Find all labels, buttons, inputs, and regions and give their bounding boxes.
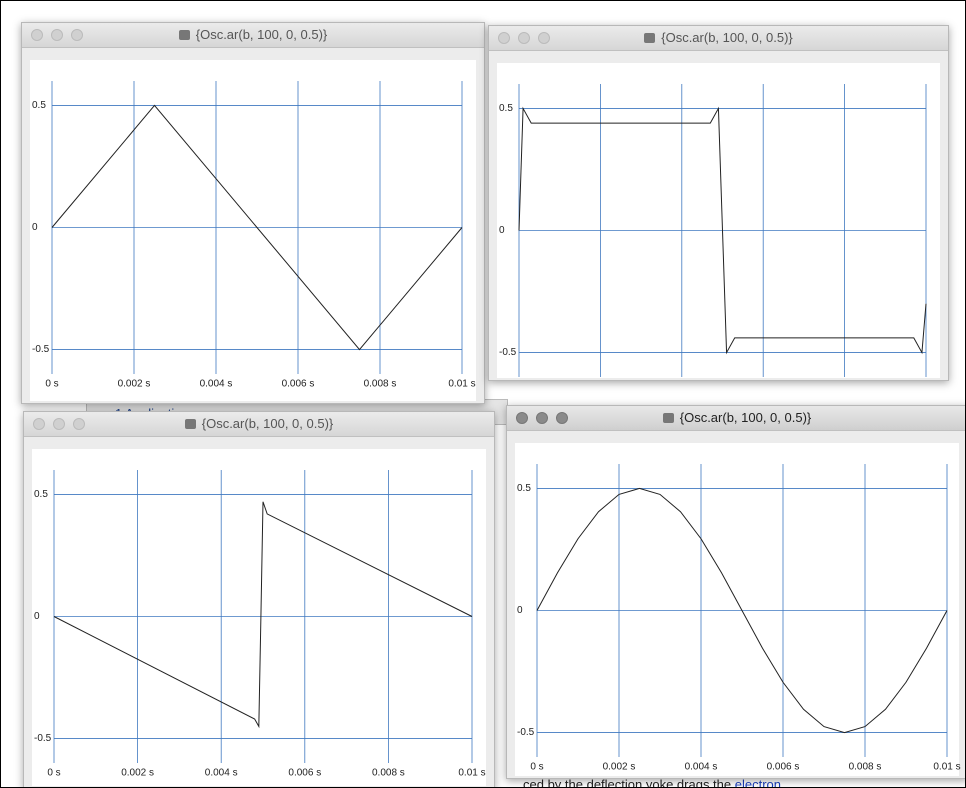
window-button[interactable] <box>536 412 548 424</box>
x-tick-label: 0.008 s <box>364 379 397 390</box>
x-tick-label: 0 s <box>47 768 60 779</box>
y-tick-label: 0 <box>499 225 505 236</box>
plot: 0 s 0.002 s 0.004 s 0.006 s 0.008 s 0.01 s -0.… <box>22 48 484 403</box>
x-tick-label: 0 s <box>45 379 58 390</box>
y-tick-label: 0 <box>32 222 38 233</box>
x-tick-label: 0.002 s <box>603 762 636 773</box>
window-title: {Osc.ar(b, 100, 0, 0.5)} <box>196 27 328 42</box>
desktop: 1 Applications ced by the deflection yok… <box>0 0 966 788</box>
plot: 0 s 0.002 s 0.004 s 0.006 s 0.008 s 0.01 s -0.… <box>507 431 966 778</box>
title-bar: {Osc.ar(b, 100, 0, 0.5)} <box>24 412 494 437</box>
window-button[interactable] <box>53 418 65 430</box>
y-tick-label: 0.5 <box>499 103 513 114</box>
window-icon <box>179 30 190 40</box>
x-tick-label: 0.006 s <box>767 762 800 773</box>
plot: 0 s0.002 s0.004 s0.006 s0.008 s0.01 s-0.… <box>489 51 948 380</box>
y-tick-label: -0.5 <box>32 344 50 355</box>
window-button[interactable] <box>556 412 568 424</box>
y-tick-label: 0.5 <box>517 483 531 494</box>
window-title: {Osc.ar(b, 100, 0, 0.5)} <box>661 30 793 45</box>
x-tick-label: 0.01 s <box>448 379 475 390</box>
x-tick-label: 0 s <box>530 762 543 773</box>
x-tick-label: 0.008 s <box>849 762 882 773</box>
x-tick-label: 0.006 s <box>288 768 321 779</box>
y-tick-label: -0.5 <box>517 727 535 738</box>
window-button[interactable] <box>31 29 43 41</box>
window-button[interactable] <box>538 32 550 44</box>
window-button[interactable] <box>498 32 510 44</box>
window-button[interactable] <box>51 29 63 41</box>
x-tick-label: 0.002 s <box>118 379 151 390</box>
plot-window: {Osc.ar(b, 100, 0, 0.5)} 0 s 0.002 s 0.004 … <box>506 405 966 779</box>
window-icon <box>644 33 655 43</box>
window-title: {Osc.ar(b, 100, 0, 0.5)} <box>202 416 334 431</box>
title-bar: {Osc.ar(b, 100, 0, 0.5)} <box>22 23 484 48</box>
y-tick-label: -0.5 <box>34 733 52 744</box>
window-button[interactable] <box>71 29 83 41</box>
y-tick-label: 0 <box>34 611 40 622</box>
plot-window: {Osc.ar(b, 100, 0, 0.5)} 0 s 0.002 s 0.004 … <box>21 22 485 404</box>
x-tick-label: 0.004 s <box>685 762 718 773</box>
plot-background <box>32 449 486 786</box>
x-tick-label: 0.006 s <box>282 379 315 390</box>
y-tick-label: 0 <box>517 605 523 616</box>
x-tick-label: 0.01 s <box>933 762 960 773</box>
window-button[interactable] <box>516 412 528 424</box>
x-tick-label: 0.002 s <box>121 768 154 779</box>
window-icon <box>185 419 196 429</box>
plot-background <box>515 443 959 776</box>
title-bar: {Osc.ar(b, 100, 0, 0.5)} <box>489 26 948 51</box>
window-icon <box>663 413 674 423</box>
plot-window: {Osc.ar(b, 100, 0, 0.5)} 0 s0.002 s0.004 … <box>488 25 949 381</box>
y-tick-label: 0.5 <box>34 489 48 500</box>
x-tick-label: 0.008 s <box>372 768 405 779</box>
window-button[interactable] <box>518 32 530 44</box>
x-tick-label: 0.004 s <box>200 379 233 390</box>
y-tick-label: -0.5 <box>499 347 517 358</box>
y-tick-label: 0.5 <box>32 100 46 111</box>
x-tick-label: 0.01 s <box>458 768 485 779</box>
window-button[interactable] <box>33 418 45 430</box>
title-bar: {Osc.ar(b, 100, 0, 0.5)} <box>507 406 966 431</box>
plot-window: {Osc.ar(b, 100, 0, 0.5)} 0 s 0.002 s 0.004 … <box>23 411 495 788</box>
x-tick-label: 0.004 s <box>205 768 238 779</box>
window-title: {Osc.ar(b, 100, 0, 0.5)} <box>680 410 812 425</box>
plot: 0 s 0.002 s 0.004 s 0.006 s 0.008 s 0.01 s -0.… <box>24 437 494 788</box>
window-button[interactable] <box>73 418 85 430</box>
